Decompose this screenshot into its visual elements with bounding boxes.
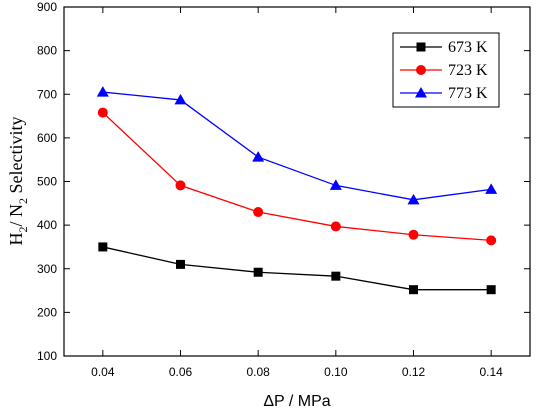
y-tick-label: 100 (37, 349, 57, 363)
legend: 673 K 723 K 773 K (392, 32, 500, 108)
x-tick-label: 0.14 (479, 365, 503, 379)
series-line-773-k (102, 91, 492, 201)
data-point-723-k (175, 180, 186, 191)
data-point-773-k (407, 193, 420, 205)
y-axis: 100 200 300 400 500 600 700 800 900 (37, 0, 530, 363)
data-point-723-k (486, 235, 497, 246)
data-point-773-k (96, 86, 109, 97)
data-point-673-k (486, 285, 496, 295)
series-line-723-k (102, 112, 492, 242)
legend-label-723-k: 723 K (448, 62, 488, 79)
x-tick-label: 0.12 (402, 365, 426, 379)
data-point-773-k (329, 179, 342, 190)
legend-label-673-k: 673 K (448, 39, 488, 56)
series-line-673-k (102, 246, 492, 291)
data-point-773-k (485, 183, 498, 194)
y-tick-label: 500 (37, 175, 57, 189)
data-point-723-k (97, 107, 108, 118)
y-axis-title-rest: Selectivity (6, 117, 26, 198)
data-point-773-k (252, 151, 265, 162)
data-point-773-k (174, 93, 187, 105)
y-tick-label: 700 (37, 87, 57, 101)
data-point-673-k (331, 271, 341, 281)
x-tick-label: 0.06 (169, 365, 193, 379)
x-axis: 0.04 0.06 0.08 0.10 0.12 0.14 (91, 7, 503, 379)
legend-label-773-k: 773 K (448, 85, 488, 102)
legend-marker-773-k (415, 87, 427, 98)
data-point-673-k (253, 267, 263, 277)
series-layer (96, 86, 498, 295)
y-tick-label: 800 (37, 44, 57, 58)
y-tick-label: 200 (37, 305, 57, 319)
data-point-673-k (409, 285, 418, 295)
y-axis-title-slash: / N (6, 204, 26, 227)
data-point-723-k (330, 221, 341, 232)
x-tick-label: 0.04 (91, 365, 115, 379)
y-axis-title-n-sub: 2 (16, 198, 30, 204)
x-tick-label: 0.10 (324, 365, 348, 379)
y-axis-title-h-sub: 2 (16, 226, 30, 232)
y-tick-label: 300 (37, 262, 57, 276)
legend-marker-673-k (416, 42, 426, 52)
x-tick-label: 0.08 (246, 365, 270, 379)
data-point-673-k (176, 259, 185, 269)
x-axis-title: ΔP / MPa (263, 393, 330, 410)
y-axis-title-h: H (6, 232, 26, 245)
y-tick-label: 900 (37, 0, 57, 14)
y-axis-title: H2/ N2 Selectivity (6, 117, 30, 246)
data-point-723-k (408, 229, 419, 240)
data-point-673-k (98, 242, 108, 252)
y-tick-label: 600 (37, 131, 57, 145)
legend-marker-723-k (416, 65, 426, 75)
y-tick-label: 400 (37, 218, 57, 232)
data-point-723-k (253, 207, 264, 218)
